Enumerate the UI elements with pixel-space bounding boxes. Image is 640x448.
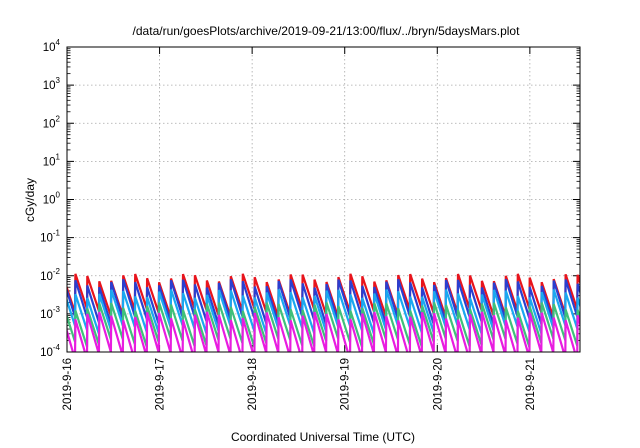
y-tick-label: 102 — [43, 114, 61, 130]
y-tick-label: 103 — [43, 76, 61, 92]
series-line-4 — [67, 302, 580, 348]
x-tick-label: 2019-9-17 — [155, 358, 167, 410]
series-group — [67, 273, 580, 352]
x-tick-label: 2019-9-16 — [62, 358, 74, 410]
y-axis-label: cGy/day — [23, 178, 37, 222]
y-tick-labels: 104 103 102 101 100 10-1 10-2 10-3 10-4 — [40, 38, 60, 359]
chart-title: /data/run/goesPlots/archive/2019-09-21/1… — [133, 24, 521, 38]
y-tick-label: 100 — [43, 191, 61, 207]
y-tick-label: 10-3 — [40, 305, 60, 321]
grid — [66, 46, 580, 353]
y-tick-label: 10-4 — [40, 343, 60, 359]
y-tick-label: 10-1 — [40, 229, 60, 245]
series-line-2 — [67, 278, 580, 325]
x-tick-labels: 2019-9-16 2019-9-17 2019-9-18 2019-9-19 2019… — [62, 358, 537, 410]
series-line-5 — [67, 311, 580, 352]
x-tick-label: 2019-9-21 — [525, 358, 537, 410]
series-line-3 — [67, 289, 580, 335]
x-axis-label: Coordinated Universal Time (UTC) — [231, 430, 415, 444]
y-tick-label: 101 — [43, 152, 61, 168]
y-tick-label: 10-2 — [40, 267, 60, 283]
plot-frame — [66, 46, 581, 353]
y-tick-label: 104 — [43, 38, 61, 54]
x-tick-label: 2019-9-19 — [340, 358, 352, 410]
x-tick-label: 2019-9-20 — [432, 358, 444, 410]
x-tick-label: 2019-9-18 — [247, 358, 259, 410]
